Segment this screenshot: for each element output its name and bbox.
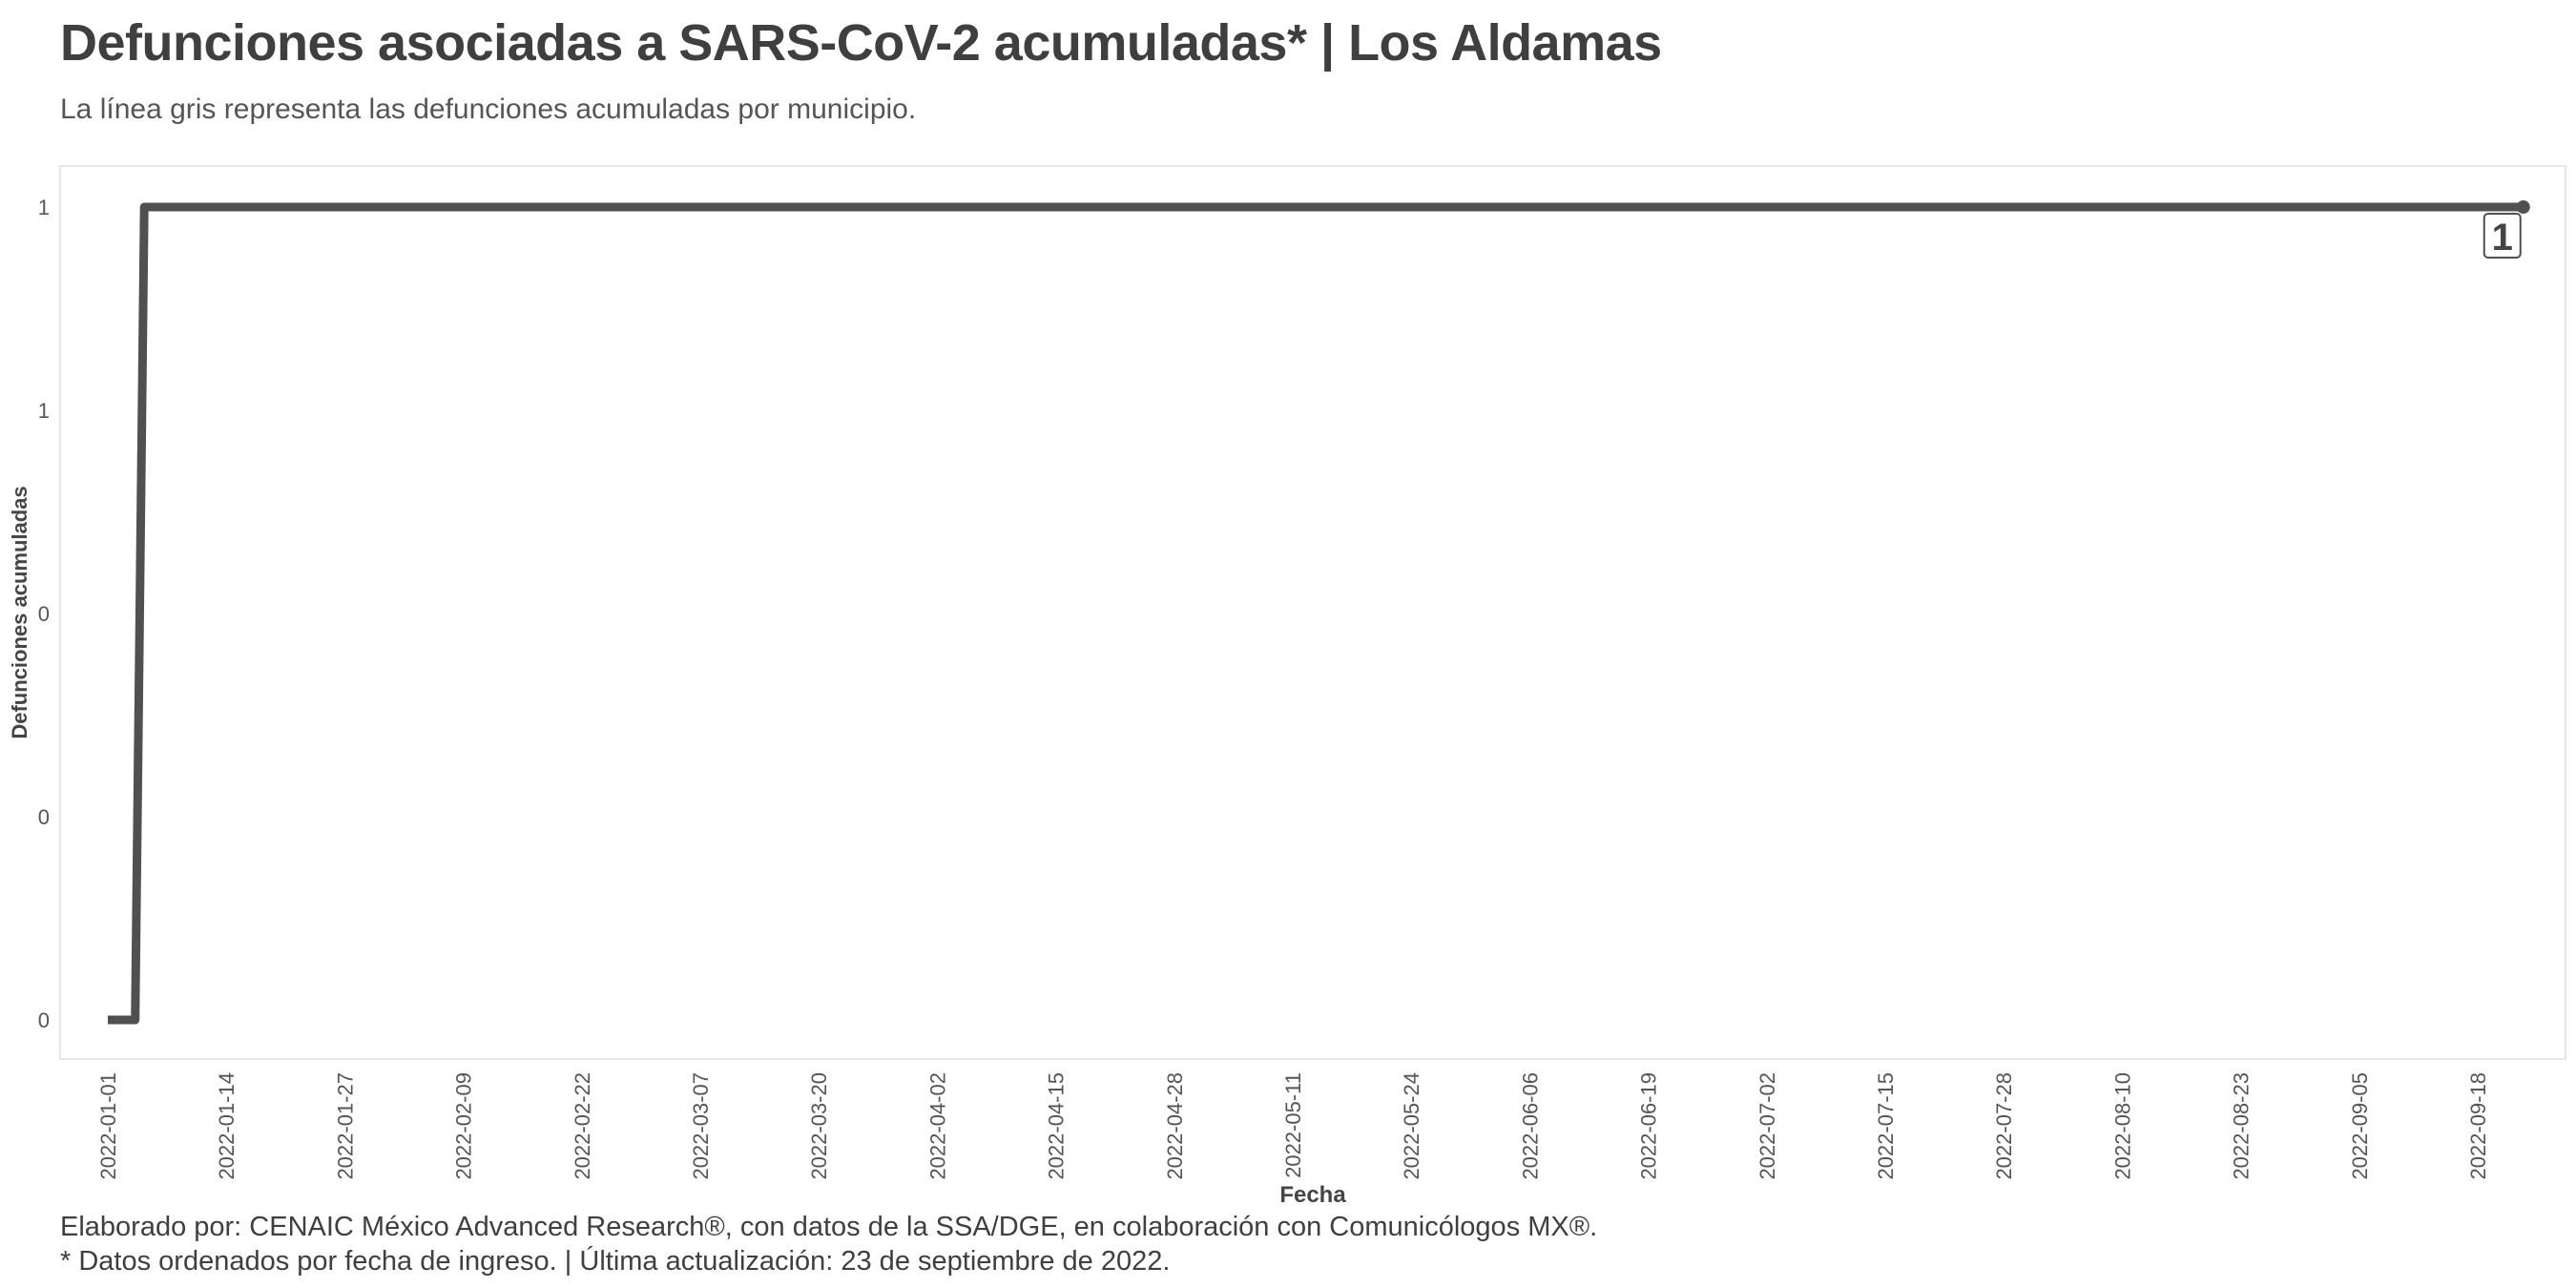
- x-tick-label: 2022-02-09: [452, 1072, 476, 1180]
- plot-panel: [59, 165, 2566, 1060]
- series-end-point: [2516, 200, 2530, 214]
- end-label-text: 1: [2492, 217, 2513, 259]
- end-label-box: [2483, 213, 2522, 259]
- x-tick-label: 2022-05-11: [1281, 1072, 1305, 1178]
- y-tick-label: 0: [38, 602, 50, 626]
- x-tick-label: 2022-01-14: [215, 1072, 239, 1180]
- y-tick-label: 0: [38, 805, 50, 829]
- x-tick-label: 2022-07-15: [1874, 1072, 1898, 1180]
- chart-subtitle: La línea gris representa las defunciones…: [60, 93, 917, 125]
- x-tick-label: 2022-08-10: [2110, 1072, 2134, 1180]
- x-tick-label: 2022-04-15: [1045, 1072, 1069, 1180]
- x-tick-label: 2022-07-02: [1755, 1072, 1779, 1180]
- x-tick-label: 2022-07-28: [1992, 1072, 2016, 1180]
- y-tick-label: 0: [38, 1008, 50, 1032]
- y-tick-label: 1: [38, 399, 50, 423]
- x-tick-label: 2022-04-28: [1163, 1072, 1187, 1180]
- y-axis-ticks: 0 0 0 1 1: [38, 196, 50, 1032]
- x-tick-label: 2022-06-06: [1518, 1072, 1542, 1180]
- caption-note: * Datos ordenados por fecha de ingreso. …: [60, 1246, 1171, 1277]
- series-line: [108, 202, 2524, 1025]
- x-tick-label: 2022-02-22: [571, 1072, 594, 1180]
- x-axis-ticks: 2022-01-01 2022-01-14 2022-01-27 2022-02-09…: [96, 1072, 2490, 1180]
- x-tick-label: 2022-08-23: [2230, 1072, 2254, 1180]
- x-axis-label: Fecha: [1279, 1182, 1346, 1208]
- x-tick-label: 2022-09-05: [2348, 1072, 2372, 1180]
- x-tick-label: 2022-09-18: [2466, 1072, 2490, 1180]
- x-tick-label: 2022-03-07: [689, 1072, 713, 1180]
- x-tick-label: 2022-06-19: [1637, 1072, 1661, 1180]
- y-axis-label: Defunciones acumuladas: [8, 486, 31, 738]
- chart-title: Defunciones asociadas a SARS-CoV-2 acumu…: [60, 14, 1662, 72]
- series-layer: 1: [108, 200, 2530, 1025]
- caption-source: Elaborado por: CENAIC México Advanced Re…: [60, 1212, 1598, 1242]
- x-tick-label: 2022-03-20: [807, 1072, 831, 1180]
- x-tick-label: 2022-05-24: [1400, 1072, 1423, 1180]
- x-tick-label: 2022-01-01: [96, 1072, 120, 1180]
- y-tick-label: 1: [38, 196, 50, 219]
- x-tick-label: 2022-04-02: [925, 1072, 949, 1180]
- x-tick-label: 2022-01-27: [333, 1072, 357, 1180]
